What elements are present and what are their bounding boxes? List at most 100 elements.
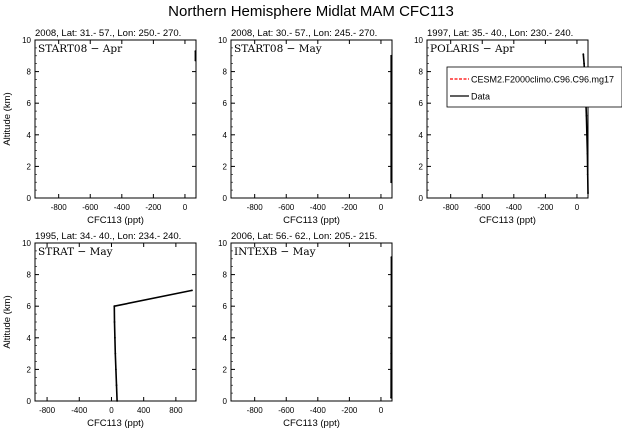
x-axis-label: CFC113 (ppt) — [283, 215, 340, 226]
x-tick-label: 0 — [379, 406, 384, 415]
x-tick-label: -400 — [506, 203, 523, 212]
data-point — [113, 305, 116, 308]
y-tick-label: 2 — [27, 365, 32, 374]
x-tick-label: 800 — [169, 406, 183, 415]
x-tick-label: 0 — [575, 203, 580, 212]
panel-header: 1995, Lat: 34.- 40., Lon: 234.- 240. — [35, 231, 181, 242]
data-point — [583, 62, 585, 65]
y-tick-label: 10 — [22, 239, 31, 248]
y-tick-label: 10 — [22, 36, 31, 45]
panel-header: 2008, Lat: 31.- 57., Lon: 250.- 270. — [35, 28, 181, 39]
y-tick-label: 8 — [27, 271, 32, 280]
y-tick-label: 8 — [419, 68, 424, 77]
x-tick-label: 0 — [379, 203, 384, 212]
y-tick-label: 4 — [223, 131, 228, 140]
x-tick-label: -200 — [537, 203, 554, 212]
data-point — [586, 173, 589, 176]
panel-label: STRAT − May — [38, 246, 113, 258]
y-tick-label: 0 — [223, 397, 228, 406]
panel-header: 2008, Lat: 30.- 57., Lon: 245.- 270. — [231, 28, 377, 39]
x-axis-label: CFC113 (ppt) — [87, 418, 144, 429]
panel-header: 2006, Lat: 56.- 62., Lon: 205.- 215. — [231, 231, 377, 242]
data-point — [390, 256, 393, 259]
x-tick-label: -400 — [310, 203, 327, 212]
data-point — [390, 305, 393, 308]
y-tick-label: 6 — [27, 99, 32, 108]
y-tick-label: 6 — [223, 302, 228, 311]
x-tick-label: 400 — [137, 406, 151, 415]
x-tick-label: -400 — [114, 203, 131, 212]
y-axis-label: Altitude (km) — [2, 295, 13, 348]
data-point — [586, 152, 589, 155]
x-tick-label: -600 — [474, 203, 491, 212]
y-tick-label: 4 — [27, 334, 32, 343]
legend: CESM2.F2000climo.C96.C96.mg17 Data — [446, 66, 622, 108]
x-tick-label: -800 — [39, 406, 56, 415]
data-series-line — [113, 289, 193, 402]
panel-4: 1995, Lat: 34.- 40., Lon: 234.- 240. 0 2 4 6… — [2, 231, 197, 429]
data-point — [191, 289, 193, 292]
x-tick-label: -800 — [247, 203, 264, 212]
y-tick-label: 10 — [218, 239, 227, 248]
data-point — [390, 54, 393, 57]
plot-frame — [230, 242, 393, 402]
y-tick-label: 4 — [27, 131, 32, 140]
data-point — [114, 352, 117, 355]
legend-box — [446, 66, 622, 108]
y-tick-label: 2 — [223, 162, 228, 171]
x-axis-label: CFC113 (ppt) — [479, 215, 536, 226]
data-point — [390, 118, 393, 120]
data-point — [586, 133, 588, 136]
x-tick-label: -800 — [247, 406, 264, 415]
data-point — [113, 321, 116, 323]
data-point — [390, 396, 392, 399]
data-point — [390, 352, 393, 355]
x-tick-label: -600 — [278, 203, 295, 212]
y-tick-label: 4 — [223, 334, 228, 343]
y-tick-label: 8 — [223, 68, 228, 77]
y-tick-label: 2 — [223, 365, 228, 374]
plot-frame — [34, 39, 197, 199]
x-axis-label: CFC113 (ppt) — [87, 215, 144, 226]
x-tick-label: -200 — [341, 406, 358, 415]
panel-header: 1997, Lat: 35.- 40., Lon: 230.- 240. — [427, 28, 573, 39]
data-point — [115, 384, 118, 387]
x-tick-label: -600 — [278, 406, 295, 415]
y-tick-label: 10 — [414, 36, 423, 45]
panel-2: 2008, Lat: 30.- 57., Lon: 245.- 270. 0 2 4 6… — [218, 28, 393, 226]
y-tick-label: 0 — [223, 194, 228, 203]
x-tick-label: -400 — [71, 406, 88, 415]
y-axis-label: Altitude (km) — [2, 92, 13, 145]
x-tick-label: -800 — [51, 203, 68, 212]
data-point — [582, 53, 585, 56]
x-tick-label: -600 — [82, 203, 99, 212]
y-tick-label: 0 — [419, 194, 424, 203]
x-tick-label: -400 — [310, 406, 327, 415]
data-point — [194, 59, 197, 62]
y-tick-label: 6 — [223, 99, 228, 108]
x-tick-label: -200 — [341, 203, 358, 212]
y-tick-label: 0 — [27, 194, 32, 203]
data-point — [115, 368, 117, 371]
figure-title: Northern Hemisphere Midlat MAM CFC113 — [168, 3, 454, 20]
y-tick-label: 0 — [27, 397, 32, 406]
panel-label: INTEXB − May — [234, 246, 316, 258]
x-tick-label: -200 — [145, 203, 162, 212]
panel-label: START08 − Apr — [38, 43, 123, 55]
data-point — [585, 114, 588, 117]
data-point — [587, 192, 589, 195]
plot-frame — [230, 39, 393, 199]
data-point — [390, 181, 393, 184]
data-point — [194, 50, 197, 52]
legend-label: Data — [471, 92, 490, 102]
x-axis-label: CFC113 (ppt) — [283, 418, 340, 429]
x-tick-label: 0 — [183, 203, 188, 212]
panel-3: 1997, Lat: 35.- 40., Lon: 230.- 240. 0 2 4 6… — [414, 28, 622, 226]
y-tick-label: 8 — [27, 68, 32, 77]
y-tick-label: 2 — [419, 162, 424, 171]
data-point — [116, 400, 118, 402]
x-tick-label: 0 — [109, 406, 114, 415]
data-point — [114, 336, 116, 339]
y-tick-label: 8 — [223, 271, 228, 280]
